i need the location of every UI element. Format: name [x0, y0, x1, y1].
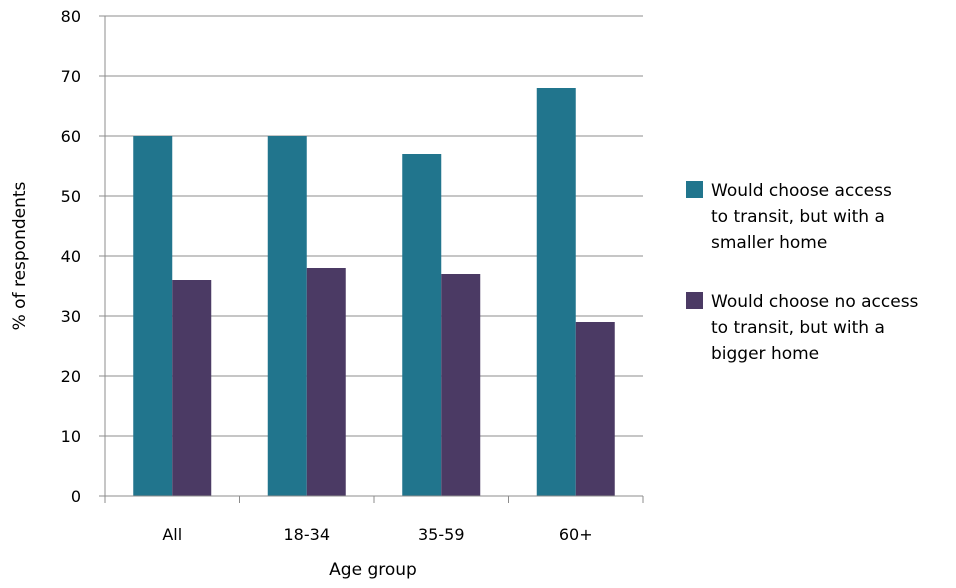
y-tick-label: 80	[61, 7, 81, 26]
x-axis-title: Age group	[329, 560, 417, 580]
legend-swatch	[686, 181, 703, 198]
y-tick-label: 50	[61, 187, 81, 206]
y-tick-label: 20	[61, 367, 81, 386]
x-tick-label: All	[162, 525, 182, 544]
y-axis-title: % of respondents	[10, 181, 30, 330]
legend: Would choose access to transit, but with …	[686, 181, 919, 364]
axes	[99, 15, 644, 503]
bar-transit-smaller-home	[402, 154, 442, 496]
bar-no-transit-bigger-home	[575, 322, 615, 496]
y-tick-label: 60	[61, 127, 81, 146]
legend-label: Would choose access to transit, but with …	[711, 181, 892, 253]
x-tick-label: 18-34	[284, 525, 331, 544]
bar-no-transit-bigger-home	[441, 274, 481, 496]
tick-labels: 0 10 20 30 40 50 60 70 80 All 18-34 35-59 60+	[61, 7, 593, 544]
bar-no-transit-bigger-home	[172, 280, 212, 496]
legend-item: Would choose no access to transit, but wi…	[686, 292, 919, 364]
bar-transit-smaller-home	[267, 136, 307, 496]
x-tick-label: 60+	[559, 525, 593, 544]
bars	[133, 88, 615, 496]
y-tick-label: 10	[61, 427, 81, 446]
legend-item: Would choose access to transit, but with …	[686, 181, 892, 253]
y-tick-label: 30	[61, 307, 81, 326]
x-tick-label: 35-59	[418, 525, 465, 544]
y-tick-label: 0	[71, 487, 81, 506]
bar-transit-smaller-home	[536, 88, 576, 496]
legend-swatch	[686, 292, 703, 309]
y-tick-label: 40	[61, 247, 81, 266]
bar-no-transit-bigger-home	[306, 268, 346, 496]
bar-transit-smaller-home	[133, 136, 173, 496]
legend-label: Would choose no access to transit, but wi…	[711, 292, 919, 364]
y-tick-label: 70	[61, 67, 81, 86]
